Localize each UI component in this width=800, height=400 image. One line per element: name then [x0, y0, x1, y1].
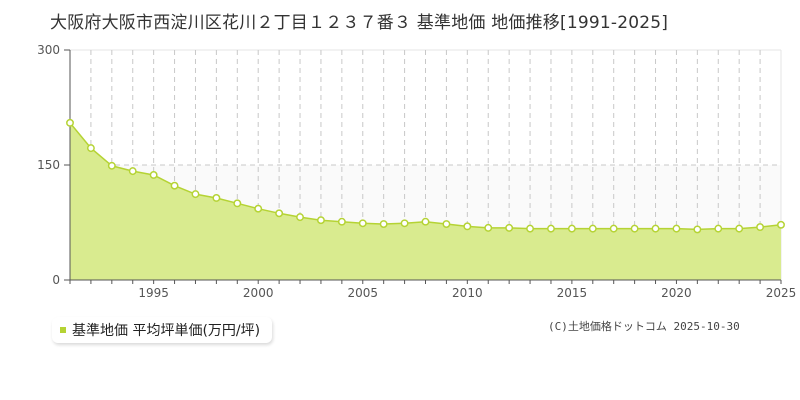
data-point[interactable]: [86, 144, 95, 153]
data-point[interactable]: [233, 199, 242, 208]
data-point[interactable]: [505, 223, 514, 232]
data-point[interactable]: [735, 224, 744, 233]
data-point[interactable]: [693, 225, 702, 234]
legend-swatch-icon: [60, 327, 66, 333]
data-point[interactable]: [66, 118, 74, 127]
data-point[interactable]: [547, 224, 555, 233]
data-point[interactable]: [756, 223, 765, 232]
data-point[interactable]: [316, 216, 325, 225]
data-point[interactable]: [672, 224, 681, 233]
data-point[interactable]: [212, 194, 221, 202]
data-point[interactable]: [609, 224, 618, 233]
data-point[interactable]: [442, 220, 451, 228]
data-point[interactable]: [567, 224, 576, 233]
data-point[interactable]: [358, 219, 367, 228]
data-point[interactable]: [254, 204, 263, 213]
chart-title: 大阪府大阪市西淀川区花川２丁目１２３７番３ 基準地価 地価推移[1991-202…: [50, 13, 669, 33]
y-tick-label: 0: [52, 273, 60, 287]
data-point[interactable]: [191, 190, 200, 199]
data-point[interactable]: [421, 217, 430, 226]
legend-label: 基準地価 平均坪単価(万円/坪): [72, 323, 261, 339]
data-point[interactable]: [128, 167, 137, 176]
data-point[interactable]: [526, 224, 535, 233]
data-point[interactable]: [337, 217, 346, 226]
axes: [64, 49, 782, 284]
x-tick-label: 2020: [661, 286, 692, 300]
data-point[interactable]: [588, 224, 597, 233]
y-tick-label: 300: [37, 43, 60, 57]
data-markers: [66, 118, 785, 234]
y-tick-label: 150: [37, 158, 60, 172]
data-point[interactable]: [296, 213, 304, 222]
data-point[interactable]: [170, 181, 179, 190]
axis-labels: 0 150 300 1995 2000 2005 2010 2015 2020 2025: [37, 43, 796, 300]
x-tick-label: 2025: [766, 286, 797, 300]
x-tick-label: 2015: [557, 286, 588, 300]
data-point[interactable]: [275, 209, 284, 218]
data-point[interactable]: [107, 161, 116, 170]
chart-plot: 0 150 300 1995 2000 2005 2010 2015 2020 2025: [37, 43, 796, 300]
legend: 基準地価 平均坪単価(万円/坪): [52, 317, 273, 343]
x-tick-label: 2000: [243, 286, 274, 300]
data-point[interactable]: [651, 224, 660, 233]
area-fill: [70, 122, 781, 280]
data-point[interactable]: [149, 171, 158, 179]
data-point[interactable]: [777, 220, 785, 229]
x-tick-label: 1995: [138, 286, 169, 300]
data-point[interactable]: [714, 224, 723, 233]
data-point[interactable]: [484, 223, 493, 232]
copyright-text: (C)土地価格ドットコム 2025-10-30: [548, 320, 740, 333]
data-point[interactable]: [379, 220, 388, 228]
data-point[interactable]: [630, 224, 639, 233]
x-tick-label: 2005: [347, 286, 378, 300]
x-tick-label: 2010: [452, 286, 483, 300]
data-point[interactable]: [400, 219, 409, 228]
data-point[interactable]: [463, 222, 472, 231]
